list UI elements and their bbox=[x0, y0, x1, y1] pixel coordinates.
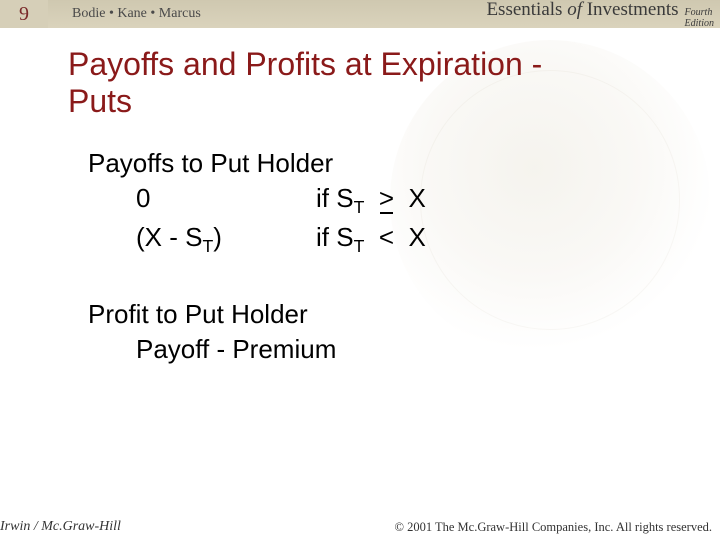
slide-number: 9 bbox=[0, 0, 48, 28]
row2-left-pre: (X - S bbox=[136, 222, 202, 252]
payoff-row1-cond: if ST > X bbox=[316, 181, 426, 220]
slide-content: Payoffs to Put Holder 0 if ST > X (X - S… bbox=[88, 146, 680, 367]
profit-line: Payoff - Premium bbox=[88, 332, 680, 367]
row2-if: if S bbox=[316, 222, 354, 252]
payoff-row2-cond: if ST < X bbox=[316, 220, 426, 259]
book-title-pre: Essentials bbox=[486, 0, 567, 20]
row2-left-sub: T bbox=[202, 236, 213, 256]
book-title: Essentials of Investments bbox=[486, 0, 678, 21]
edition-line2: Edition bbox=[685, 18, 714, 29]
payoff-row1-left: 0 bbox=[136, 181, 316, 220]
footer-copyright: © 2001 The Mc.Graw-Hill Companies, Inc. … bbox=[394, 520, 712, 535]
geq-symbol: > bbox=[379, 181, 394, 216]
edition-line1: Fourth bbox=[685, 7, 713, 18]
header-authors: Bodie • Kane • Marcus bbox=[72, 6, 201, 22]
payoff-row-1: 0 if ST > X bbox=[88, 181, 680, 220]
book-title-of: of bbox=[567, 0, 582, 20]
slide-title: Payoffs and Profits at Expiration - Puts bbox=[68, 46, 680, 120]
row2-rhs: X bbox=[408, 222, 425, 252]
header-bar: 9 Bodie • Kane • Marcus Essentials of In… bbox=[0, 0, 720, 28]
row1-op: > bbox=[379, 183, 394, 213]
payoff-row-2: (X - ST) if ST < X bbox=[88, 220, 680, 259]
payoff-row2-left: (X - ST) bbox=[136, 220, 316, 259]
slide-title-line2: Puts bbox=[68, 83, 132, 119]
row1-rhs: X bbox=[408, 183, 425, 213]
footer-publisher: Irwin / Mc.Graw-Hill bbox=[0, 519, 121, 535]
edition-label: Fourth Edition bbox=[685, 8, 714, 29]
footer: Irwin / Mc.Graw-Hill © 2001 The Mc.Graw-… bbox=[0, 514, 720, 540]
slide-title-line1: Payoffs and Profits at Expiration - bbox=[68, 46, 542, 82]
row1-if: if S bbox=[316, 183, 354, 213]
payoff-heading: Payoffs to Put Holder bbox=[88, 146, 680, 181]
row2-sub: T bbox=[354, 236, 365, 256]
profit-heading: Profit to Put Holder bbox=[88, 297, 680, 332]
row2-op: < bbox=[379, 222, 394, 252]
row1-sub: T bbox=[354, 197, 365, 217]
book-title-post: Investments bbox=[582, 0, 679, 20]
header-right: Essentials of Investments Fourth Edition bbox=[486, 0, 720, 29]
row2-left-post: ) bbox=[213, 222, 222, 252]
